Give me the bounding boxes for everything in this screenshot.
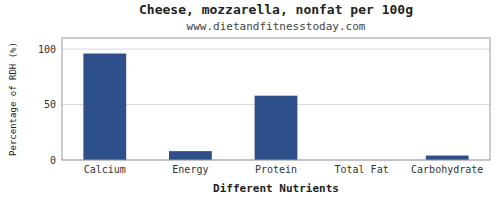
chart-container: Cheese, mozzarella, nonfat per 100g www.d… xyxy=(0,0,500,200)
bars xyxy=(83,54,468,160)
chart: Cheese, mozzarella, nonfat per 100g www.d… xyxy=(0,0,500,200)
grid-line xyxy=(62,49,490,50)
x-tick-label: Protein xyxy=(255,164,297,175)
x-tick-label: Calcium xyxy=(84,164,126,175)
bar xyxy=(426,156,469,160)
bar xyxy=(255,96,298,160)
x-tick-label: Total Fat xyxy=(335,164,389,175)
x-axis: Calcium Energy Protein Total Fat Carbohydrat… xyxy=(84,164,484,175)
plot-frame xyxy=(62,38,490,160)
title: Cheese, mozzarella, nonfat per 100g xyxy=(139,2,413,17)
x-tick-label: Carbohydrate xyxy=(411,164,483,175)
bar xyxy=(83,54,126,160)
y-tick-label: 0 xyxy=(50,155,56,166)
y-tick-label: 100 xyxy=(38,44,56,55)
x-tick-label: Energy xyxy=(172,164,208,175)
bar xyxy=(169,151,212,160)
x-axis-label: Different Nutrients xyxy=(213,182,339,195)
y-axis-label: Percentage of RDH (%) xyxy=(8,42,18,156)
y-axis: 0 50 100 xyxy=(38,44,490,166)
y-tick-label: 50 xyxy=(44,99,56,110)
subtitle: www.dietandfitnesstoday.com xyxy=(187,20,366,33)
